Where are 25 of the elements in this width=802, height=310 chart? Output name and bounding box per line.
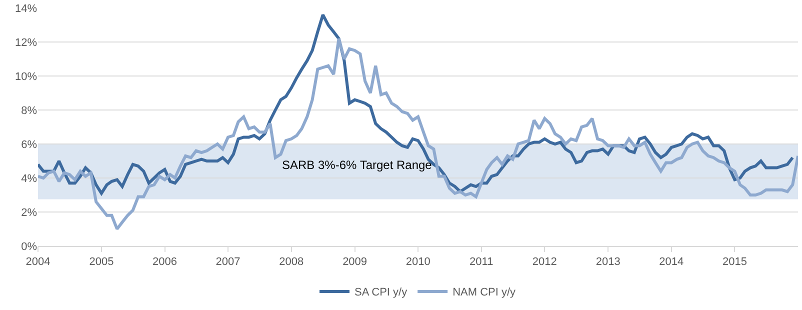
line-series (38, 37, 798, 230)
line-series (38, 13, 794, 195)
y-tick-label: 6% (21, 138, 38, 151)
x-tick-label: 2006 (152, 256, 177, 268)
x-tick-label: 2009 (342, 256, 368, 268)
legend-label: NAM CPI y/y (452, 286, 516, 299)
x-tick-label: 2010 (406, 256, 430, 268)
x-tick-label: 2012 (532, 256, 557, 268)
y-tick-label: 0% (21, 240, 38, 253)
y-tick-label: 12% (14, 36, 38, 49)
x-tick-label: 2014 (659, 256, 684, 268)
x-tick-label: 2011 (470, 256, 494, 268)
x-tick-label: 2004 (26, 256, 50, 268)
x-tick-label: 2005 (89, 256, 114, 268)
y-tick-label: 2% (21, 206, 38, 219)
x-tick-label: 2008 (279, 256, 304, 268)
band-label: SARB 3%-6% Target Range (282, 158, 432, 172)
y-tick-label: 14% (14, 2, 38, 15)
x-tick-label: 2013 (596, 256, 620, 268)
x-tick-label: 2015 (722, 256, 747, 268)
x-tick-label: 2007 (216, 256, 240, 268)
y-tick-label: 10% (14, 70, 38, 83)
y-tick-label: 8% (21, 104, 38, 117)
legend-label: SA CPI y/y (354, 286, 408, 299)
y-tick-label: 4% (21, 172, 38, 185)
